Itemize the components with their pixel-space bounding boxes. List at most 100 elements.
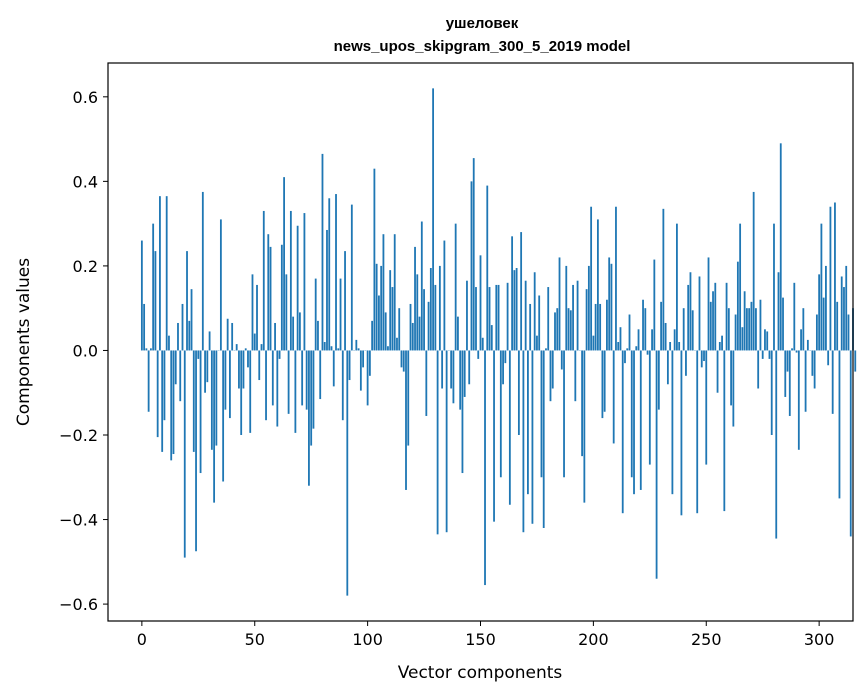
bar-72	[303, 213, 306, 351]
bar-196	[583, 350, 586, 503]
bar-137	[450, 350, 453, 389]
bar-118	[407, 350, 410, 446]
y-tick-label: −0.2	[59, 426, 98, 445]
x-tick-label: 0	[137, 630, 147, 649]
bar-271	[752, 191, 755, 351]
bar-49	[251, 274, 254, 351]
bar-314	[849, 350, 852, 537]
bar-199	[590, 206, 593, 351]
bar-31	[210, 350, 213, 450]
bar-246	[696, 350, 699, 514]
x-tick-label: 200	[578, 630, 609, 649]
bar-279	[770, 350, 773, 435]
bar-160	[502, 350, 504, 385]
bar-206	[606, 299, 608, 351]
bar-169	[522, 350, 525, 533]
bar-311	[843, 287, 845, 351]
bar-119	[409, 303, 412, 351]
bar-69	[296, 225, 299, 351]
bar-275	[761, 350, 764, 359]
bar-172	[529, 303, 532, 351]
bar-270	[750, 301, 753, 351]
bar-187	[563, 350, 565, 478]
x-tick-label: 50	[245, 630, 265, 649]
bar-256	[718, 342, 721, 351]
bar-126	[425, 350, 428, 416]
bar-122	[416, 274, 419, 351]
bar-266	[741, 327, 744, 351]
bar-195	[581, 350, 583, 457]
bar-129	[432, 88, 434, 351]
bar-189	[567, 308, 570, 351]
bar-205	[603, 350, 606, 412]
x-tick-label: 150	[465, 630, 496, 649]
bar-35	[219, 219, 222, 351]
bar-22	[190, 289, 193, 351]
bar-243	[689, 272, 692, 351]
bar-150	[479, 255, 482, 351]
bar-234	[669, 342, 672, 351]
bar-285	[784, 350, 787, 397]
bar-220	[637, 329, 640, 351]
bar-218	[633, 350, 635, 495]
bar-298	[813, 350, 816, 389]
bar-56	[267, 234, 270, 351]
bar-239	[680, 350, 683, 516]
bar-64	[285, 274, 288, 351]
bar-19	[183, 350, 186, 558]
bar-153	[486, 185, 489, 351]
bar-131	[436, 350, 439, 535]
bar-116	[402, 350, 405, 372]
bar-78	[317, 320, 319, 351]
bar-263	[734, 314, 737, 351]
bar-148	[475, 287, 477, 351]
bar-251	[707, 257, 710, 351]
bar-162	[506, 282, 509, 351]
bar-171	[527, 350, 529, 495]
bar-143	[463, 350, 466, 397]
bar-144	[466, 280, 468, 351]
bar-130	[434, 284, 437, 351]
bar-167	[517, 350, 520, 435]
x-tick-label: 300	[804, 630, 835, 649]
bar-80	[321, 153, 324, 351]
bar-145	[468, 350, 471, 385]
bar-201	[594, 303, 597, 351]
bar-248	[700, 350, 703, 368]
bar-267	[743, 291, 746, 351]
bar-165	[513, 270, 516, 351]
bar-147	[472, 158, 475, 351]
bar-253	[712, 291, 714, 351]
bar-12	[168, 335, 170, 351]
bar-223	[644, 308, 647, 351]
bar-83	[328, 198, 331, 351]
bar-14	[172, 350, 175, 455]
bar-289	[793, 282, 796, 351]
bar-170	[524, 280, 527, 351]
bar-164	[511, 236, 514, 351]
bar-292	[800, 329, 802, 351]
bar-247	[698, 276, 701, 351]
bar-152	[484, 350, 486, 586]
bar-107	[382, 234, 385, 351]
bar-221	[639, 350, 642, 490]
bar-183	[554, 312, 556, 351]
x-tick-label: 100	[352, 630, 383, 649]
bar-155	[490, 325, 493, 351]
bar-301	[820, 223, 823, 351]
bar-297	[811, 350, 814, 376]
bar-120	[411, 322, 414, 351]
bar-303	[825, 265, 827, 351]
bar-261	[730, 350, 732, 406]
bar-90	[344, 251, 346, 351]
bar-6	[154, 251, 157, 351]
bar-27	[201, 191, 204, 351]
bar-18	[181, 303, 184, 351]
bar-190	[569, 310, 572, 351]
bar-42	[235, 344, 238, 351]
bar-168	[520, 232, 523, 351]
bar-84	[330, 346, 333, 351]
bar-0	[140, 240, 143, 351]
bar-132	[438, 265, 441, 351]
bar-3	[147, 350, 150, 412]
